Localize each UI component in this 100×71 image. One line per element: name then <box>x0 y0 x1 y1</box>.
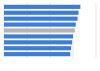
bar <box>4 34 73 38</box>
grid-line <box>96 3 97 58</box>
bar <box>4 23 76 27</box>
bar <box>4 40 72 44</box>
chart <box>0 0 100 71</box>
bar <box>4 28 75 32</box>
bar <box>4 46 71 50</box>
plot-area <box>4 3 96 58</box>
grid <box>4 3 96 58</box>
bar <box>4 17 78 21</box>
bars <box>4 5 80 56</box>
bar <box>4 11 79 15</box>
bar <box>4 5 80 9</box>
bar <box>4 52 70 56</box>
